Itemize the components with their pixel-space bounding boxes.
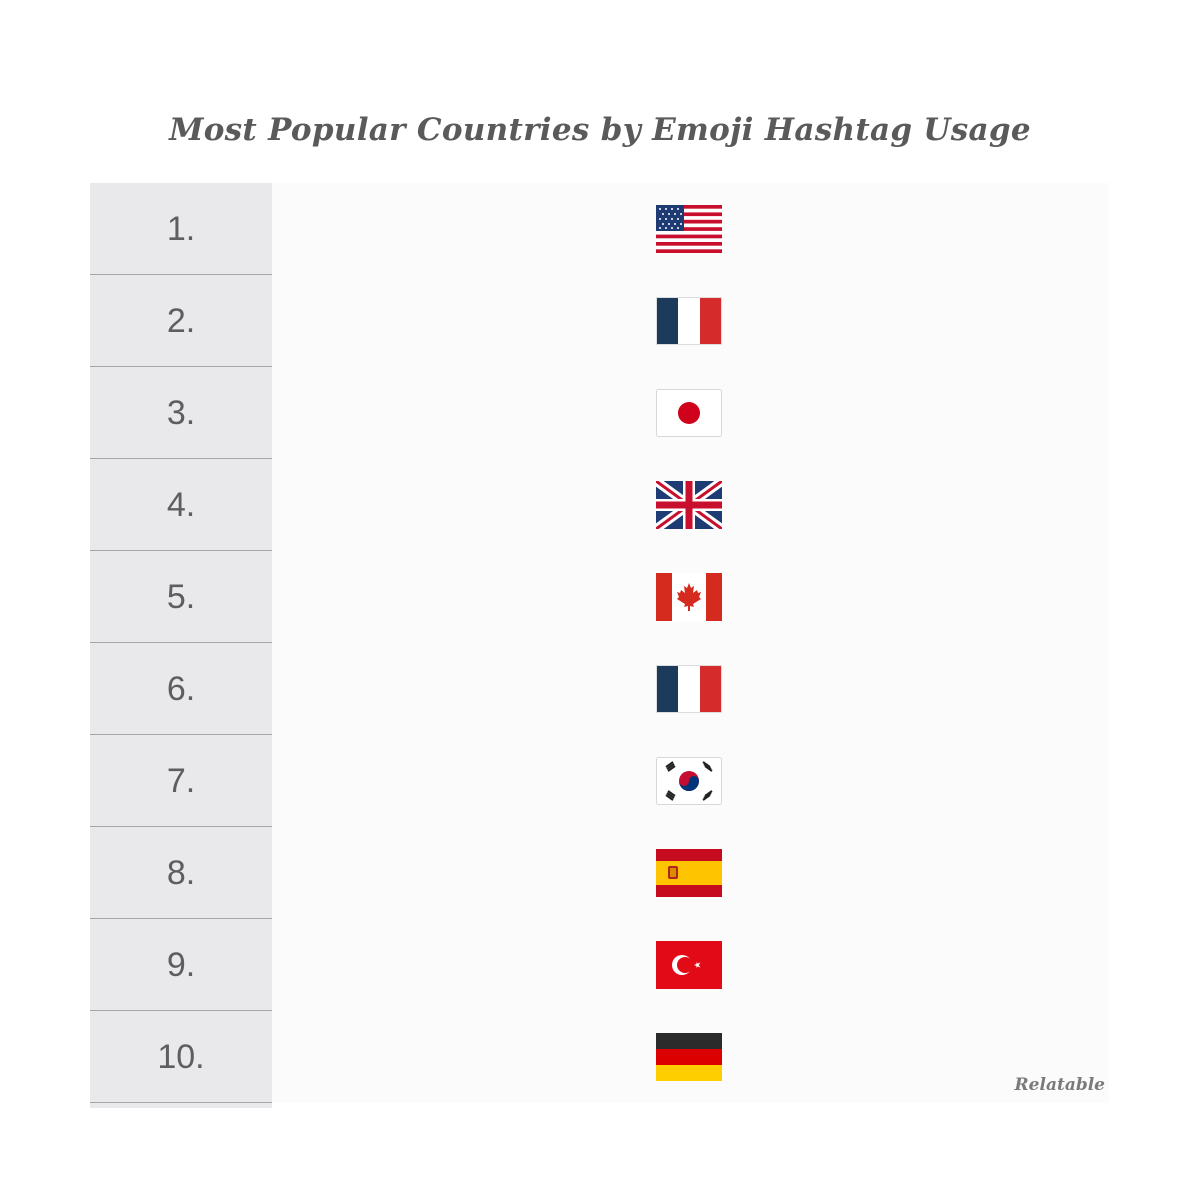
flag-japan-icon [656,389,722,437]
rank-label: 2. [166,302,196,340]
flag-france-icon [656,665,722,713]
table-row: 8. [90,827,1109,919]
table-row: 1. [90,183,1109,275]
flag-france-icon [656,297,722,345]
rank-label: 8. [166,854,196,892]
flag-united-states-icon [656,205,722,253]
table-row: 3. [90,367,1109,459]
table-row: 2. [90,275,1109,367]
rank-column [90,183,272,1108]
flag-cell: Relatable [272,1011,1109,1103]
flag-cell [272,275,1109,367]
rank-label: 1. [166,210,196,248]
table-row: 9. [90,919,1109,1011]
table-row: 10. Relatable [90,1011,1109,1103]
rank-label: 9. [166,946,196,984]
flag-cell [272,367,1109,459]
flag-germany-icon [656,1033,722,1081]
flag-united-kingdom-icon [656,481,722,529]
flag-spain-icon [656,849,722,897]
flag-turkey-icon [656,941,722,989]
flag-canada-icon [656,573,722,621]
flag-south-korea-icon [656,757,722,805]
table-row: 4. [90,459,1109,551]
rank-label: 5. [166,578,196,616]
flag-cell [272,827,1109,919]
flag-cell [272,643,1109,735]
rank-label: 6. [166,670,196,708]
rank-label: 7. [166,762,196,800]
relatable-logo: Relatable [1014,1075,1105,1095]
page-title: Most Popular Countries by Emoji Hashtag … [169,112,1031,148]
flag-cell [272,735,1109,827]
flag-cell [272,459,1109,551]
flag-cell [272,183,1109,275]
table-row: 6. [90,643,1109,735]
rank-label: 10. [157,1038,205,1076]
flag-cell [272,551,1109,643]
rank-label: 4. [166,486,196,524]
flag-cell [272,919,1109,1011]
rank-label: 3. [166,394,196,432]
table-row: 7. [90,735,1109,827]
ranking-table: 1. [90,183,1109,1108]
table-row: 5. [90,551,1109,643]
